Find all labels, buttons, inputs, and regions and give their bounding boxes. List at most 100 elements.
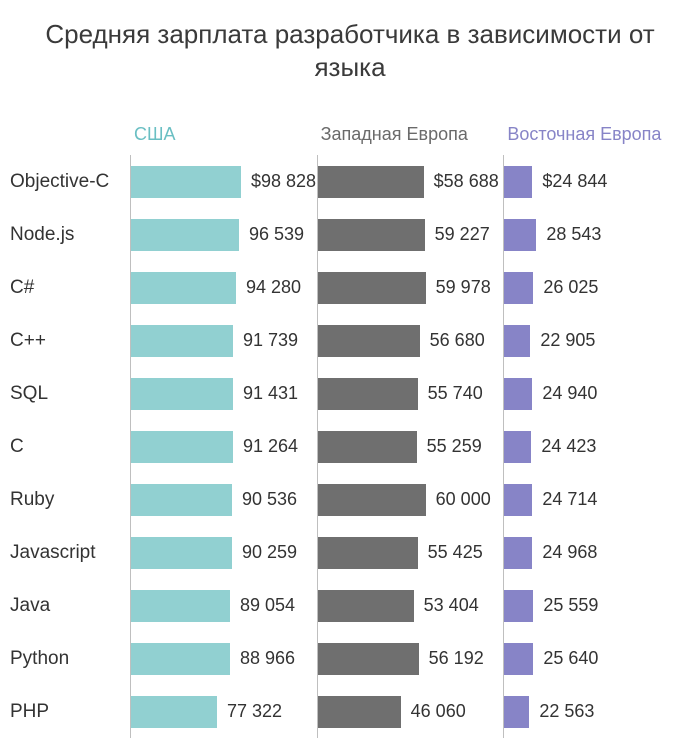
bar bbox=[131, 590, 230, 622]
bar-cell: 55 259 bbox=[317, 420, 504, 473]
bar-cell: 77 322 bbox=[130, 685, 317, 738]
bar bbox=[318, 272, 426, 304]
bar-cell: 46 060 bbox=[317, 685, 504, 738]
bar bbox=[318, 325, 420, 357]
bar-value: 89 054 bbox=[230, 595, 295, 616]
bar-value: 25 559 bbox=[533, 595, 598, 616]
bar-value: 90 259 bbox=[232, 542, 297, 563]
bar bbox=[504, 431, 531, 463]
bar bbox=[504, 537, 532, 569]
bar-value: 90 536 bbox=[232, 489, 297, 510]
column-header-label: Восточная Европа bbox=[507, 124, 661, 145]
language-label: Node.js bbox=[10, 208, 130, 261]
bar-value: 55 740 bbox=[418, 383, 483, 404]
column-header: США bbox=[130, 103, 317, 155]
bar-cell: 96 539 bbox=[130, 208, 317, 261]
bar-value: 24 423 bbox=[531, 436, 596, 457]
bar-value: 46 060 bbox=[401, 701, 466, 722]
language-label: SQL bbox=[10, 367, 130, 420]
bar-cell: 88 966 bbox=[130, 632, 317, 685]
bar-value: 60 000 bbox=[426, 489, 491, 510]
column-header-label: США bbox=[134, 124, 176, 145]
bar-value: 88 966 bbox=[230, 648, 295, 669]
bar bbox=[131, 166, 241, 198]
bar-value: 26 025 bbox=[533, 277, 598, 298]
bar-value: 59 978 bbox=[426, 277, 491, 298]
column-header-label: Западная Европа bbox=[321, 124, 468, 145]
bar-cell: 25 640 bbox=[503, 632, 690, 685]
bar bbox=[504, 643, 533, 675]
language-label: PHP bbox=[10, 685, 130, 738]
bar bbox=[318, 696, 401, 728]
bar-value: $58 688 bbox=[424, 171, 499, 192]
bar-cell: 91 431 bbox=[130, 367, 317, 420]
language-label: Javascript bbox=[10, 526, 130, 579]
language-label: Ruby bbox=[10, 473, 130, 526]
bar-cell: 24 423 bbox=[503, 420, 690, 473]
bar bbox=[318, 590, 414, 622]
language-label: C++ bbox=[10, 314, 130, 367]
bar-cell: 55 740 bbox=[317, 367, 504, 420]
bar-cell: 56 680 bbox=[317, 314, 504, 367]
bar bbox=[504, 590, 533, 622]
bar bbox=[318, 378, 418, 410]
bar-value: 91 431 bbox=[233, 383, 298, 404]
bar-value: 96 539 bbox=[239, 224, 304, 245]
bar bbox=[504, 484, 532, 516]
bar bbox=[131, 643, 230, 675]
bar-cell: $58 688 bbox=[317, 155, 504, 208]
bar bbox=[131, 378, 233, 410]
bar-cell: 90 259 bbox=[130, 526, 317, 579]
bar bbox=[131, 219, 239, 251]
bar bbox=[131, 272, 236, 304]
bar bbox=[318, 643, 419, 675]
bar-value: 24 968 bbox=[532, 542, 597, 563]
bar bbox=[131, 431, 233, 463]
bar bbox=[318, 484, 426, 516]
bar bbox=[131, 537, 232, 569]
bar-cell: 91 739 bbox=[130, 314, 317, 367]
bar-cell: 90 536 bbox=[130, 473, 317, 526]
column-header-blank bbox=[10, 103, 130, 155]
bar-value: 91 264 bbox=[233, 436, 298, 457]
language-label: Objective-C bbox=[10, 155, 130, 208]
bar-cell: 56 192 bbox=[317, 632, 504, 685]
bar-value: 91 739 bbox=[233, 330, 298, 351]
bar-value: 24 714 bbox=[532, 489, 597, 510]
bar bbox=[504, 166, 532, 198]
bar bbox=[131, 696, 217, 728]
bar-value: 28 543 bbox=[536, 224, 601, 245]
bar-value: 55 259 bbox=[417, 436, 482, 457]
bar-cell: 60 000 bbox=[317, 473, 504, 526]
bar-value: 56 680 bbox=[420, 330, 485, 351]
bar-cell: $24 844 bbox=[503, 155, 690, 208]
bar bbox=[504, 219, 536, 251]
bar-cell: 24 714 bbox=[503, 473, 690, 526]
bar-cell: 55 425 bbox=[317, 526, 504, 579]
bar-cell: 24 940 bbox=[503, 367, 690, 420]
bar bbox=[131, 484, 232, 516]
bar-value: 94 280 bbox=[236, 277, 301, 298]
bar bbox=[131, 325, 233, 357]
column-header: Западная Европа bbox=[317, 103, 504, 155]
bar-cell: 94 280 bbox=[130, 261, 317, 314]
bar-cell: 89 054 bbox=[130, 579, 317, 632]
bar-value: 56 192 bbox=[419, 648, 484, 669]
bar bbox=[504, 272, 533, 304]
bar-value: $24 844 bbox=[532, 171, 607, 192]
bar bbox=[318, 166, 424, 198]
bar-cell: 22 563 bbox=[503, 685, 690, 738]
salary-chart: США Западная Европа Восточная Европа Object… bbox=[10, 103, 690, 738]
bar-value: 24 940 bbox=[532, 383, 597, 404]
bar-cell: 24 968 bbox=[503, 526, 690, 579]
bar-value: $98 828 bbox=[241, 171, 316, 192]
bar bbox=[504, 378, 532, 410]
bar-cell: 53 404 bbox=[317, 579, 504, 632]
bar-cell: 25 559 bbox=[503, 579, 690, 632]
language-label: C bbox=[10, 420, 130, 473]
bar bbox=[504, 696, 529, 728]
bar-cell: $98 828 bbox=[130, 155, 317, 208]
bar bbox=[318, 537, 418, 569]
bar-cell: 59 978 bbox=[317, 261, 504, 314]
language-label: C# bbox=[10, 261, 130, 314]
